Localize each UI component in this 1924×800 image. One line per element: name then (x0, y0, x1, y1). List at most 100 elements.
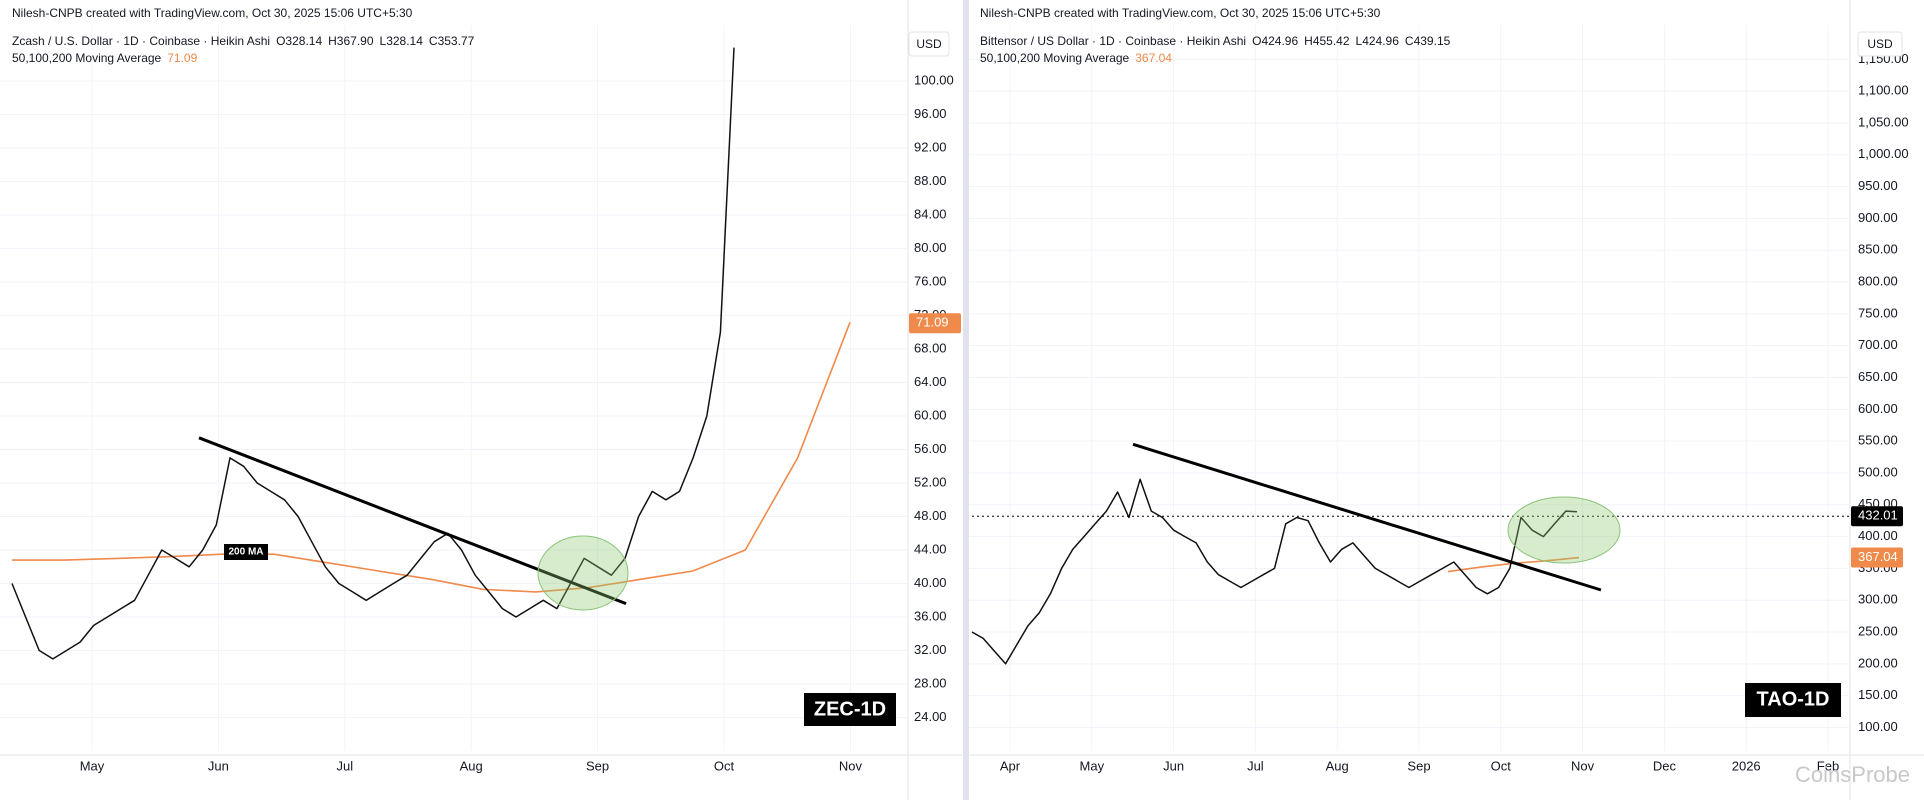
y-tick-label: 200.00 (1858, 655, 1898, 670)
x-tick-label: Nov (839, 758, 863, 773)
y-tick-label: 500.00 (1858, 464, 1898, 479)
y-tick-label: 400.00 (1858, 528, 1898, 543)
x-tick-label: Aug (460, 758, 483, 773)
price-line (11, 47, 735, 660)
x-tick-label: Jul (1247, 758, 1264, 773)
annotation: 200 MA (228, 547, 263, 558)
trendline (1132, 442, 1602, 592)
x-tick-label: Feb (1817, 758, 1839, 773)
y-tick-label: 84.00 (914, 207, 947, 222)
badge-box (1745, 683, 1841, 717)
y-tick-label: 44.00 (914, 541, 947, 556)
y-tick-label: 40.00 (914, 575, 947, 590)
watermark: CoinsProbe (1795, 762, 1910, 787)
y-tick-label: 36.00 (914, 608, 947, 623)
y-tick-label: 96.00 (914, 106, 947, 121)
y-tick-label: 64.00 (914, 374, 947, 389)
x-tick-label: Dec (1653, 758, 1677, 773)
y-tick-label: 300.00 (1858, 592, 1898, 607)
attribution: Nilesh-CNPB created with TradingView.com… (12, 6, 413, 20)
highlight-zone (537, 535, 629, 611)
y-tick-label: 150.00 (1858, 687, 1898, 702)
x-tick-label: Aug (1326, 758, 1349, 773)
title: Bittensor / US Dollar · 1D · Coinbase · … (980, 34, 1246, 48)
y-tick-label: 250.00 (1858, 623, 1898, 638)
x-tick-label: Nov (1571, 758, 1595, 773)
currency-box[interactable] (1857, 31, 1903, 57)
ma-value-label: 71.09 (916, 315, 949, 330)
attribution: Nilesh-CNPB created with TradingView.com… (980, 6, 1381, 20)
ma-header: 50,100,200 Moving Average 71.09 (12, 51, 198, 65)
x-tick-label: Sep (586, 758, 609, 773)
badge: ZEC-1D (814, 698, 886, 720)
ohlc: C353.77 (429, 34, 475, 48)
ma-value-box (909, 313, 961, 334)
y-tick-label: 56.00 (914, 441, 947, 456)
y-tick-label: 950.00 (1858, 178, 1898, 193)
title: Zcash / U.S. Dollar · 1D · Coinbase · He… (12, 34, 270, 48)
y-tick-label: 1,100.00 (1858, 83, 1909, 98)
ma-header: 50,100,200 Moving Average 367.04 (980, 51, 1172, 65)
y-tick-label: 100.00 (914, 73, 954, 88)
annotation-box (224, 544, 268, 560)
y-tick-label: 1,000.00 (1858, 146, 1909, 161)
y-tick-label: 32.00 (914, 642, 947, 657)
ohlc: O328.14 (276, 34, 322, 48)
y-tick-label: 650.00 (1858, 369, 1898, 384)
ma-title: 50,100,200 Moving Average (12, 51, 162, 65)
y-tick-label: 76.00 (914, 274, 947, 289)
badge-box (804, 693, 896, 726)
panel-divider (963, 0, 969, 800)
y-tick-label: 28.00 (914, 675, 947, 690)
x-tick-label: Jul (336, 758, 353, 773)
header: Zcash / U.S. Dollar · 1D · Coinbase · He… (12, 34, 475, 48)
y-tick-label: 92.00 (914, 140, 947, 155)
y-tick-label: 600.00 (1858, 401, 1898, 416)
ma-title: 50,100,200 Moving Average (980, 51, 1130, 65)
y-tick-label: 68.00 (914, 340, 947, 355)
ohlc: L328.14 (380, 34, 424, 48)
x-tick-label: Apr (1000, 758, 1021, 773)
x-tick-label: Jun (208, 758, 229, 773)
currency-box[interactable] (908, 31, 950, 57)
y-tick-label: 1,050.00 (1858, 114, 1909, 129)
x-tick-label: May (80, 758, 105, 773)
highlight-zone (1507, 496, 1621, 564)
last-price-label: 432.01 (1858, 508, 1898, 523)
currency: USD (1867, 37, 1893, 51)
ma-value: 367.04 (1135, 51, 1172, 65)
y-tick-label: 850.00 (1858, 242, 1898, 257)
trendline (198, 436, 627, 605)
y-tick-label: 550.00 (1858, 433, 1898, 448)
x-tick-label: Oct (714, 758, 735, 773)
ohlc: O424.96 (1252, 34, 1298, 48)
x-tick-label: 2026 (1732, 758, 1761, 773)
last-price-box (1851, 506, 1903, 527)
ma-value-box (1851, 547, 1903, 568)
y-tick-label: 750.00 (1858, 305, 1898, 320)
badge: TAO-1D (1757, 688, 1830, 710)
ohlc: H455.42 (1304, 34, 1350, 48)
currency: USD (916, 37, 942, 51)
chart-layer: 24.00 28.00 32.00 36.00 40.00 44.00 48.00 52.00… (0, 25, 1909, 773)
ma-value-label: 367.04 (1858, 549, 1898, 564)
x-tick-label: Oct (1491, 758, 1512, 773)
x-tick-label: Sep (1407, 758, 1430, 773)
moving-average (12, 322, 851, 593)
y-tick-label: 700.00 (1858, 337, 1898, 352)
y-tick-label: 48.00 (914, 508, 947, 523)
y-tick-label: 800.00 (1858, 273, 1898, 288)
ohlc: L424.96 (1356, 34, 1400, 48)
ohlc: H367.90 (328, 34, 374, 48)
y-tick-label: 900.00 (1858, 210, 1898, 225)
price-line (971, 478, 1578, 665)
header: Bittensor / US Dollar · 1D · Coinbase · … (980, 34, 1451, 48)
y-tick-label: 52.00 (914, 474, 947, 489)
y-tick-label: 80.00 (914, 240, 947, 255)
ohlc: C439.15 (1405, 34, 1451, 48)
y-tick-label: 100.00 (1858, 719, 1898, 734)
y-tick-label: 60.00 (914, 407, 947, 422)
ma-value: 71.09 (167, 51, 197, 65)
